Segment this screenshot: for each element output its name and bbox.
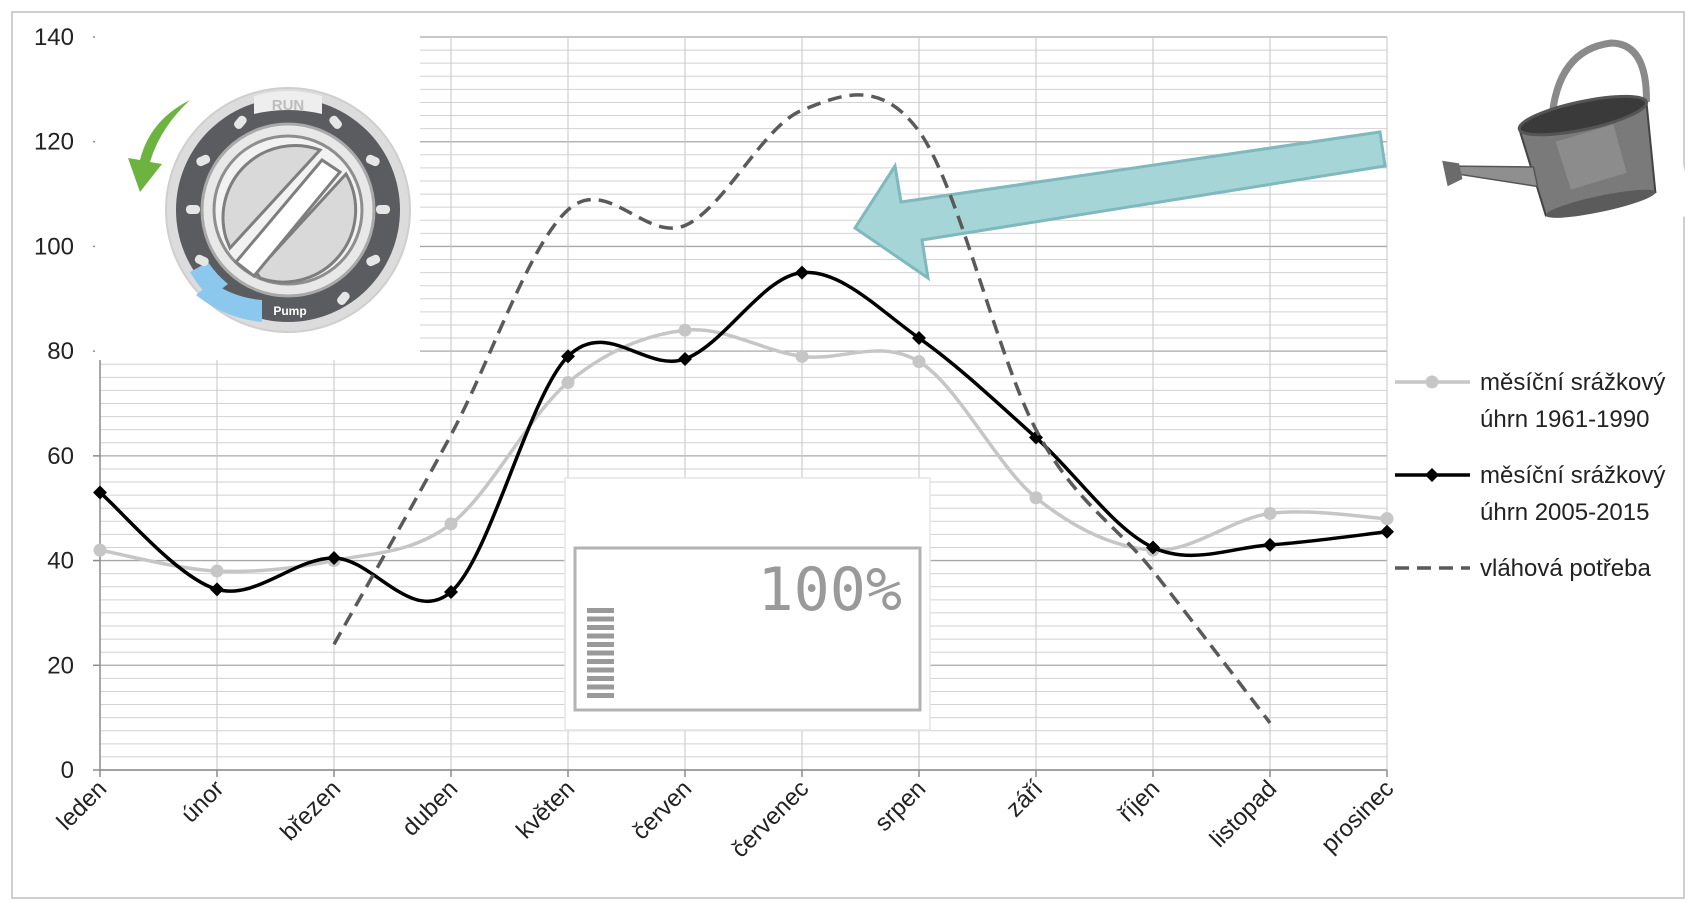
data-point [678, 323, 692, 337]
data-point [1380, 524, 1394, 539]
legend-label: úhrn 1961-1990 [1480, 406, 1649, 433]
data-point [1263, 537, 1277, 552]
data-point [561, 376, 575, 390]
lcd-bar [587, 642, 614, 647]
lcd-bar [587, 625, 614, 630]
controller-dial-icon: RUN Pump [95, 35, 420, 360]
legend-label: měsíční srážkový [1480, 369, 1665, 396]
lcd-bar [587, 693, 614, 698]
y-tick-label: 80 [47, 338, 74, 365]
y-tick-label: 40 [47, 548, 74, 575]
data-point [1380, 512, 1394, 526]
legend: měsíční srážkový úhrn 1961-1990 měsíční sr… [1395, 369, 1665, 582]
data-point [561, 349, 575, 364]
legend-label: vláhová potřeba [1480, 555, 1651, 582]
lcd-level-bars [587, 608, 614, 698]
data-point [795, 265, 809, 280]
dial-bottom-label: Pump [273, 304, 306, 318]
data-point [1029, 491, 1043, 505]
series-layer [93, 93, 1394, 724]
series-line-3 [332, 93, 1272, 724]
data-point [93, 543, 107, 557]
y-tick-labels: 0 20 40 60 80 100 120 140 [34, 24, 74, 784]
lcd-bar [587, 608, 614, 613]
lcd-display-icon: 100% [564, 477, 931, 731]
pointer-arrow-icon [852, 130, 1387, 282]
data-point [912, 331, 926, 346]
lcd-bar [587, 633, 614, 639]
y-tick-label: 20 [47, 652, 74, 679]
y-tick-label: 0 [61, 757, 74, 784]
lcd-bar [587, 659, 614, 664]
data-point [93, 485, 107, 500]
data-point [1146, 540, 1160, 555]
data-point [912, 355, 926, 369]
data-point [327, 550, 341, 565]
lcd-bar [587, 676, 614, 681]
data-point [795, 349, 809, 363]
y-tick-label: 100 [34, 233, 74, 260]
watering-can-icon [1388, 19, 1694, 271]
legend-label: měsíční srážkový [1480, 462, 1665, 489]
lcd-bar [587, 684, 614, 690]
legend-label: úhrn 2005-2015 [1480, 499, 1649, 526]
legend-marker [1425, 468, 1439, 482]
lcd-bar [587, 667, 614, 673]
data-point [210, 564, 224, 578]
lcd-percent: 100% [758, 555, 903, 625]
y-tick-label: 140 [34, 24, 74, 51]
y-tick-label: 60 [47, 443, 74, 470]
data-point [444, 584, 458, 599]
lcd-bar [587, 616, 614, 622]
y-tick-label: 120 [34, 129, 74, 156]
data-point [1263, 506, 1277, 520]
legend-marker [1425, 375, 1439, 389]
data-point [444, 517, 458, 531]
rotate-arrow-icon [128, 100, 190, 192]
data-point [678, 351, 692, 366]
data-point [210, 582, 224, 597]
dial-top-label: RUN [272, 97, 305, 114]
lcd-bar [587, 650, 614, 656]
